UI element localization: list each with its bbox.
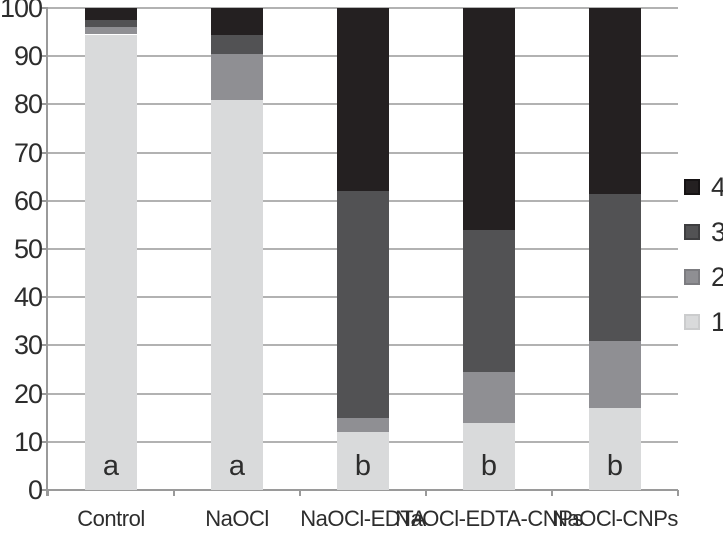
bar-segment-3-NaOCl-CNPs <box>589 193 641 341</box>
bar-segment-1-NaOCl-EDTA <box>337 432 389 490</box>
y-axis-tick-label: 90 <box>13 41 43 72</box>
legend-swatch-4 <box>684 179 700 195</box>
y-axis-tick <box>42 151 48 154</box>
legend-label-1: 1 <box>711 307 723 337</box>
category-label-NaOCl-EDTA: NaOCl-EDTA <box>300 506 426 531</box>
x-axis-tick <box>425 490 427 496</box>
bar-annotation-Control: a <box>102 450 120 482</box>
y-axis-tick-label: 10 <box>13 426 43 457</box>
x-axis-tick <box>47 490 49 496</box>
bar-segment-3-NaOCl-EDTA <box>337 191 389 418</box>
y-axis-tick-label: 80 <box>13 89 43 120</box>
y-axis-tick-label: 70 <box>13 137 43 168</box>
y-axis-tick <box>42 199 48 202</box>
x-axis-tick <box>677 490 679 496</box>
bar-segment-3-Control <box>85 20 137 28</box>
y-axis-line <box>46 8 48 496</box>
bar-segment-1-Control <box>85 34 137 490</box>
bar-segment-1-NaOCl-CNPs <box>589 408 641 490</box>
y-axis-tick <box>42 392 48 395</box>
y-axis-tick-label: 0 <box>27 475 43 505</box>
y-axis-tick <box>42 7 48 9</box>
bar-segment-1-NaOCl-EDTA-CNPs <box>463 422 515 490</box>
bar-segment-3-NaOCl-EDTA-CNPs <box>463 229 515 372</box>
bar-annotation-NaOCl-CNPs: b <box>606 450 624 482</box>
legend-label-2: 2 <box>711 262 723 292</box>
legend-item-3: 3 <box>684 217 723 247</box>
category-label-Control: Control <box>77 506 145 531</box>
legend-swatch-2 <box>684 269 700 285</box>
y-axis-tick-label: 20 <box>13 378 43 409</box>
bar-segment-2-NaOCl-EDTA-CNPs <box>463 371 515 423</box>
y-axis-tick <box>42 344 48 347</box>
bar-segment-2-Control <box>85 27 137 35</box>
legend: 4 3 2 1 <box>684 172 723 352</box>
y-axis-tick-label: 50 <box>13 234 43 264</box>
legend-swatch-1 <box>684 314 700 330</box>
bar-annotation-NaOCl-EDTA: b <box>354 450 372 482</box>
y-axis-tick-label: 30 <box>13 330 43 361</box>
y-axis-tick <box>42 296 48 299</box>
y-axis-tick <box>42 440 48 443</box>
bar-segment-2-NaOCl-CNPs <box>589 340 641 409</box>
y-axis-tick-label: 60 <box>13 185 43 216</box>
y-axis-tick <box>42 489 48 491</box>
x-axis-tick <box>551 490 553 496</box>
x-axis-tick <box>299 490 301 496</box>
legend-item-2: 2 <box>684 262 723 292</box>
category-label-NaOCl: NaOCl <box>205 506 269 531</box>
x-axis-tick <box>173 490 175 496</box>
bar-segment-4-NaOCl <box>211 8 263 35</box>
y-axis-tick <box>42 103 48 106</box>
bar-annotation-NaOCl-EDTA-CNPs: b <box>480 450 498 482</box>
bar-segment-2-NaOCl <box>211 53 263 100</box>
legend-item-4: 4 <box>684 172 723 202</box>
x-axis-line <box>46 489 678 491</box>
legend-label-3: 3 <box>711 217 723 247</box>
bar-segment-4-NaOCl-EDTA-CNPs <box>463 8 515 230</box>
bar-segment-1-NaOCl <box>211 99 263 490</box>
y-axis-tick-label: 100 <box>0 0 43 23</box>
legend-label-4: 4 <box>711 172 723 202</box>
y-axis-tick <box>42 248 48 250</box>
bar-segment-4-NaOCl-EDTA <box>337 8 389 192</box>
legend-item-1: 1 <box>684 307 723 337</box>
bar-segment-4-Control <box>85 8 137 21</box>
bar-annotation-NaOCl: a <box>228 450 246 482</box>
category-label-NaOCl-EDTA-CNPs: NaOCl-EDTA-CNPs <box>395 506 583 531</box>
bar-segment-3-NaOCl <box>211 34 263 54</box>
bar-segment-2-NaOCl-EDTA <box>337 417 389 433</box>
legend-swatch-3 <box>684 224 700 240</box>
y-axis-tick-label: 40 <box>13 282 43 313</box>
bar-segment-4-NaOCl-CNPs <box>589 8 641 194</box>
y-axis-tick <box>42 55 48 58</box>
category-label-NaOCl-CNPs: NaOCl-CNPs <box>552 506 678 531</box>
